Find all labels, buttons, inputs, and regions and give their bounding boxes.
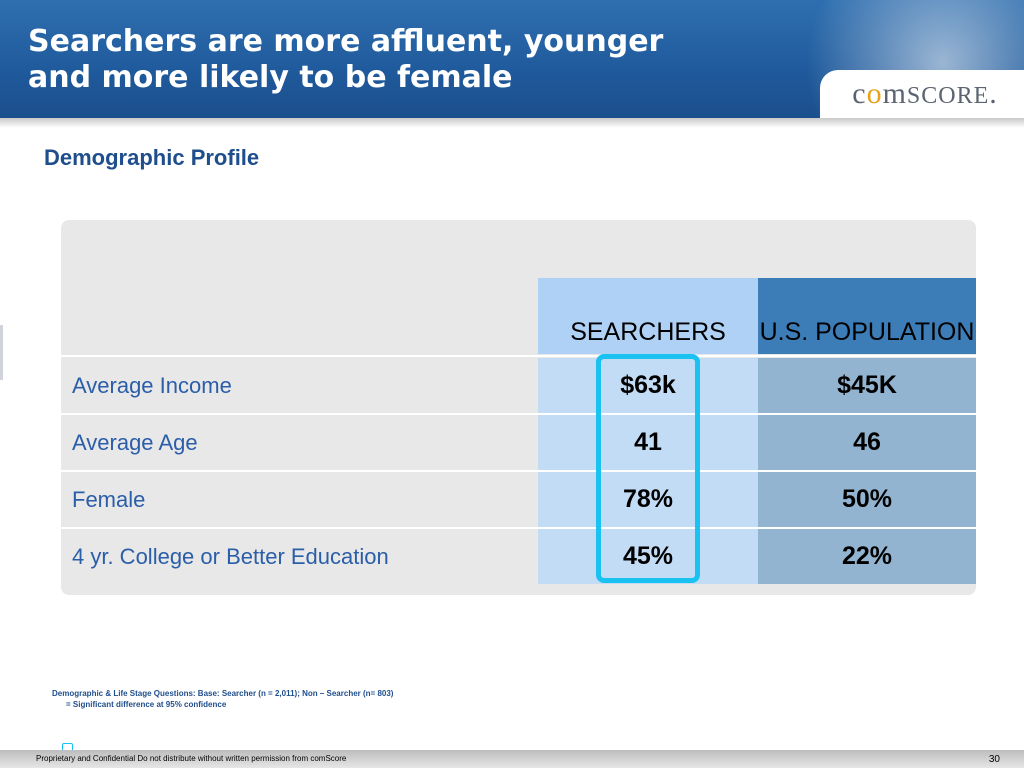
us-population-value: 50% xyxy=(758,472,976,527)
row-label: Average Age xyxy=(72,430,198,455)
section-subtitle: Demographic Profile xyxy=(44,145,260,170)
base-note: Demographic & Life Stage Questions: Base… xyxy=(52,689,394,698)
column-header-us-population: U.S. POPULATION xyxy=(758,278,976,354)
searchers-value: 41 xyxy=(538,415,758,470)
significance-note: = Significant difference at 95% confiden… xyxy=(66,700,227,709)
row-divider xyxy=(61,470,976,472)
table-row: Average Age 41 46 xyxy=(61,415,976,470)
searchers-value: 45% xyxy=(538,529,758,584)
table-row: Female 78% 50% xyxy=(61,472,976,527)
row-divider xyxy=(61,527,976,529)
column-header-searchers: SEARCHERS xyxy=(538,278,758,354)
header-bar: Searchers are more affluent, younger and… xyxy=(0,0,1024,118)
page-number: 30 xyxy=(988,754,1000,765)
significance-highlight xyxy=(596,354,700,583)
row-label: 4 yr. College or Better Education xyxy=(72,544,389,569)
table-row: Average Income $63k $45K xyxy=(61,358,976,413)
row-divider xyxy=(61,355,976,357)
row-label: Average Income xyxy=(72,373,232,398)
row-divider xyxy=(61,413,976,415)
slide-title: Searchers are more affluent, younger and… xyxy=(28,24,668,96)
title-line-2: and more likely to be female xyxy=(28,60,513,95)
footer-bar: Proprietary and Confidential Do not dist… xyxy=(0,750,1024,768)
us-population-value: 46 xyxy=(758,415,976,470)
us-population-value: $45K xyxy=(758,358,976,413)
left-edge-mark xyxy=(0,325,3,380)
confidential-notice: Proprietary and Confidential Do not dist… xyxy=(36,754,347,763)
table-row: 4 yr. College or Better Education 45% 22… xyxy=(61,529,976,584)
searchers-value: 78% xyxy=(538,472,758,527)
header-shadow xyxy=(0,118,1024,128)
comscore-logo: comSCORE. xyxy=(852,77,998,110)
logo-container: comSCORE. xyxy=(820,70,1024,118)
us-population-value: 22% xyxy=(758,529,976,584)
searchers-value: $63k xyxy=(538,358,758,413)
row-label: Female xyxy=(72,487,146,512)
title-line-1: Searchers are more affluent, younger xyxy=(28,24,664,59)
